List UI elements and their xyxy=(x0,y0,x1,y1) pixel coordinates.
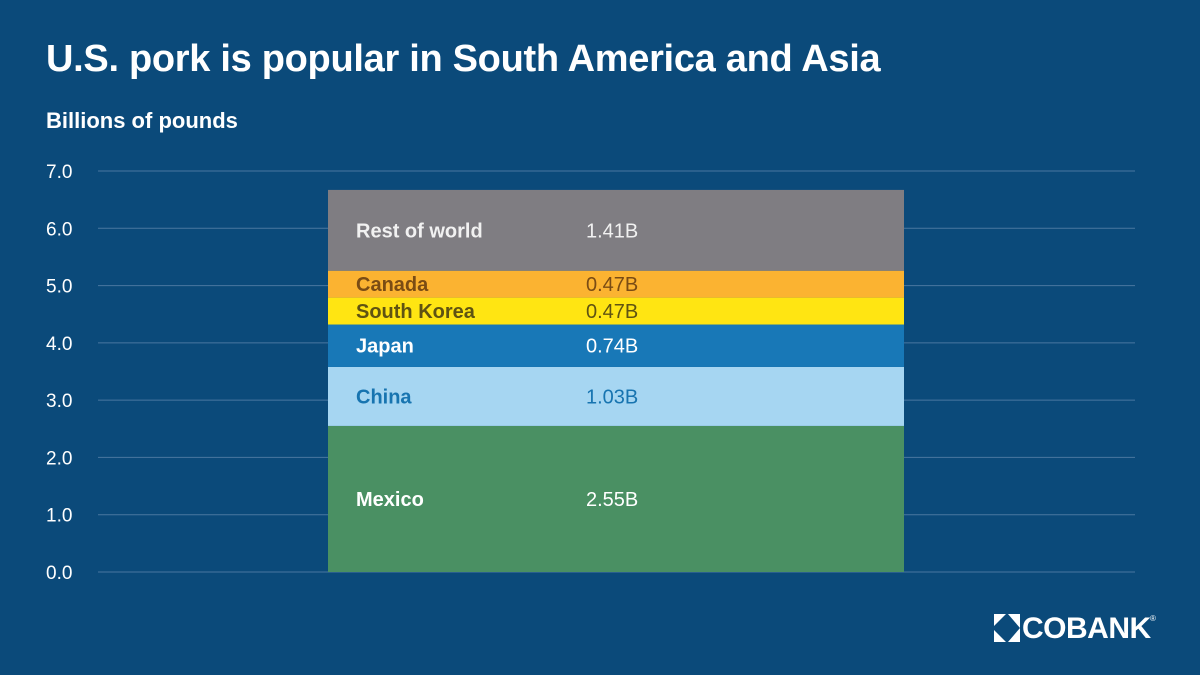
y-tick-label: 3.0 xyxy=(46,391,72,412)
cobank-mark-icon xyxy=(994,614,1020,642)
segment-value-rest-of-world: 1.41B xyxy=(586,220,638,242)
segment-value-japan: 0.74B xyxy=(586,336,638,358)
y-tick-label: 1.0 xyxy=(46,506,72,527)
chart-title: U.S. pork is popular in South America an… xyxy=(46,38,881,80)
y-tick-label: 5.0 xyxy=(46,277,72,298)
bar-segment-china xyxy=(328,366,904,426)
y-tick-label: 7.0 xyxy=(46,162,72,183)
segment-value-china: 1.03B xyxy=(586,386,638,408)
segment-value-south-korea: 0.47B xyxy=(586,301,638,323)
bar-segment-mexico xyxy=(328,425,904,572)
bar-segment-south-korea xyxy=(328,297,904,325)
y-tick-label: 6.0 xyxy=(46,219,72,240)
y-tick-label: 2.0 xyxy=(46,448,72,469)
segment-name-japan: Japan xyxy=(356,336,414,358)
bar-segment-japan xyxy=(328,324,904,367)
y-axis-ticks: 0.0 1.0 2.0 3.0 4.0 5.0 6.0 7.0 xyxy=(46,162,72,584)
y-tick-label: 0.0 xyxy=(46,563,72,584)
y-axis-label: Billions of pounds xyxy=(46,108,238,133)
logo-registered-mark: ® xyxy=(1150,614,1156,623)
y-tick-label: 4.0 xyxy=(46,334,72,355)
cobank-logo: COBANK ® xyxy=(994,612,1160,646)
logo-text: COBANK xyxy=(1022,612,1151,645)
segment-value-canada: 0.47B xyxy=(586,274,638,296)
segment-value-mexico: 2.55B xyxy=(586,489,638,511)
segment-name-rest-of-world: Rest of world xyxy=(356,220,483,242)
segment-labels: Mexico 2.55B China 1.03B Japan 0.74B South Kor… xyxy=(356,220,638,511)
bar-segment-rest-of-world xyxy=(328,189,904,271)
segment-name-south-korea: South Korea xyxy=(356,301,476,323)
bar-segments xyxy=(328,189,904,572)
bar-segment-canada xyxy=(328,270,904,298)
segment-name-mexico: Mexico xyxy=(356,489,424,511)
segment-name-china: China xyxy=(356,386,412,408)
segment-name-canada: Canada xyxy=(356,274,429,296)
